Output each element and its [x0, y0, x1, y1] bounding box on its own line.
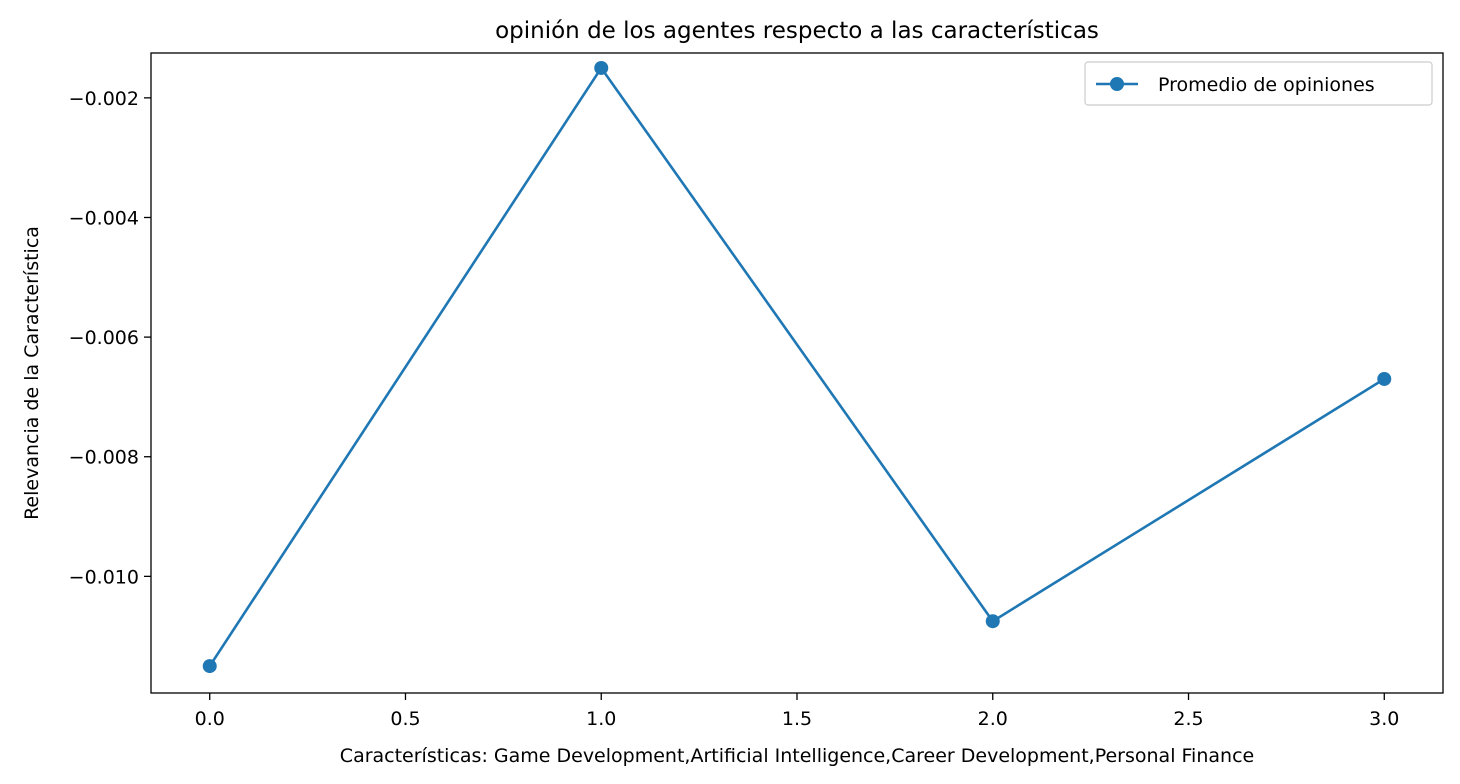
y-axis: −0.002 −0.004 −0.006 −0.008 −0.010	[69, 88, 151, 588]
x-axis: 0.0 0.5 1.0 1.5 2.0 2.5 3.0	[195, 693, 1399, 730]
data-point	[594, 60, 609, 75]
series-layer	[202, 60, 1392, 674]
x-tick-label: 1.0	[586, 708, 616, 730]
y-axis-label: Relevancia de la Característica	[21, 226, 43, 520]
y-tick-label: −0.008	[69, 447, 139, 469]
x-tick-label: 0.5	[390, 708, 420, 730]
chart-title: opinión de los agentes respecto a las ca…	[495, 18, 1099, 44]
x-tick-label: 1.5	[782, 708, 812, 730]
y-tick-label: −0.002	[69, 88, 139, 110]
legend-series-marker	[1110, 77, 1124, 91]
legend: Promedio de opiniones	[1084, 61, 1433, 106]
y-tick-label: −0.010	[69, 566, 139, 588]
series-line	[208, 66, 1385, 667]
data-point	[985, 614, 1000, 629]
x-tick-label: 2.5	[1173, 708, 1203, 730]
data-point	[202, 659, 217, 674]
y-tick-label: −0.004	[69, 207, 139, 229]
x-tick-label: 2.0	[978, 708, 1008, 730]
x-tick-label: 3.0	[1369, 708, 1399, 730]
x-axis-label: Características: Game Development,Artifi…	[340, 745, 1254, 767]
y-tick-label: −0.006	[69, 327, 139, 349]
legend-series-label: Promedio de opiniones	[1158, 74, 1375, 96]
legend-box	[1084, 61, 1433, 106]
x-tick-label: 0.0	[195, 708, 225, 730]
data-point	[1377, 371, 1392, 386]
